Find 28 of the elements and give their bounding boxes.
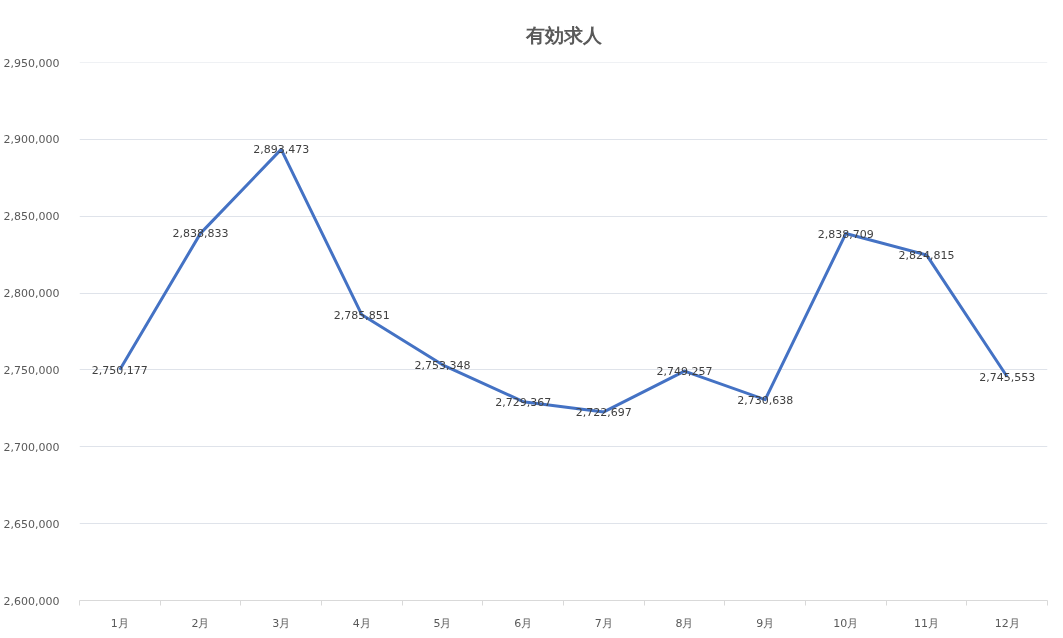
y-tick-label: 2,750,000	[3, 363, 60, 377]
data-label: 2,750,177	[91, 363, 148, 377]
y-tick-label: 2,650,000	[3, 517, 60, 531]
data-label: 2,730,638	[737, 393, 794, 407]
x-tick-label: 8月	[675, 616, 694, 630]
x-tick-label: 11月	[914, 616, 939, 630]
x-tick-label: 9月	[756, 616, 775, 630]
data-label: 2,745,553	[979, 370, 1036, 384]
x-tick-label: 3月	[272, 616, 291, 630]
y-tick-label: 2,800,000	[3, 287, 60, 301]
chart-title: 有効求人	[524, 23, 603, 46]
x-tick-label: 5月	[433, 616, 452, 630]
data-label: 2,838,709	[817, 227, 874, 241]
x-tick-label: 4月	[352, 616, 371, 630]
x-tick-label: 7月	[594, 616, 613, 630]
x-tick-label: 2月	[191, 616, 210, 630]
y-tick-label: 2,700,000	[3, 440, 60, 454]
data-label: 2,722,697	[575, 405, 632, 419]
x-tick-label: 6月	[514, 616, 533, 630]
y-tick-label: 2,950,000	[3, 56, 60, 70]
data-label: 2,893,473	[253, 143, 310, 157]
x-tick-label: 12月	[994, 616, 1020, 630]
y-tick-label: 2,600,000	[3, 594, 60, 608]
y-tick-label: 2,850,000	[3, 210, 60, 224]
x-tick-label: 10月	[833, 616, 859, 630]
data-label: 2,749,257	[656, 365, 713, 379]
y-tick-label: 2,900,000	[3, 133, 60, 147]
x-tick-label: 1月	[110, 616, 129, 630]
